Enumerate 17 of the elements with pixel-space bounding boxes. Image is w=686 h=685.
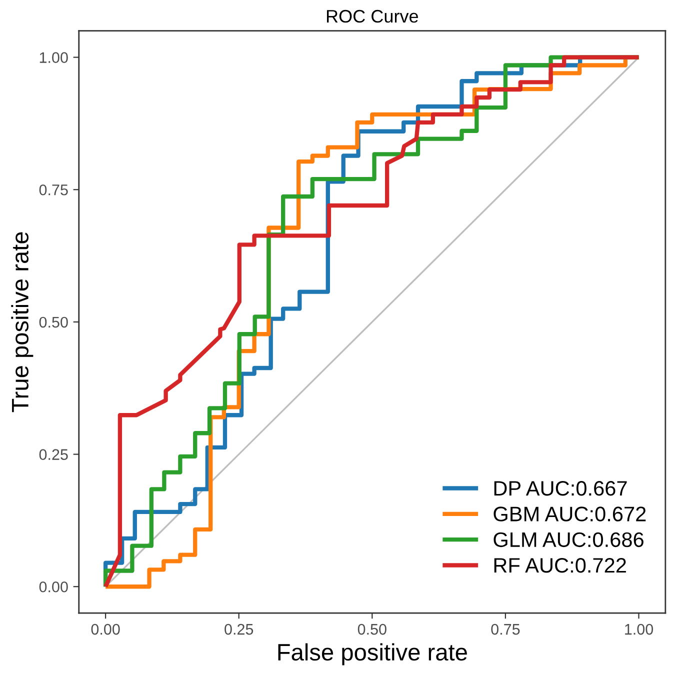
- y-tick-label: 0.75: [39, 184, 68, 196]
- chart-title: ROC Curve: [326, 10, 418, 23]
- x-tick-label: 0.50: [358, 624, 386, 635]
- legend-label: GBM AUC:0.672: [494, 506, 646, 522]
- legend-label: RF AUC:0.722: [494, 558, 626, 573]
- x-tick-label: 1.00: [625, 624, 654, 635]
- legend-label: DP AUC:0.667: [494, 480, 627, 496]
- x-tick-label: 0.25: [224, 624, 254, 635]
- legend-label: GLM AUC:0.686: [494, 532, 644, 548]
- y-tick-label: 0.25: [39, 449, 68, 460]
- y-tick-label: 0.00: [39, 581, 68, 592]
- x-axis-title: False positive rate: [278, 643, 467, 666]
- x-tick-label: 0.00: [91, 624, 120, 635]
- y-axis-title: True positive rate: [11, 232, 34, 412]
- y-tick-label: 1.00: [40, 52, 68, 63]
- y-tick-label: 0.50: [39, 316, 68, 328]
- x-tick-label: 0.75: [491, 624, 520, 635]
